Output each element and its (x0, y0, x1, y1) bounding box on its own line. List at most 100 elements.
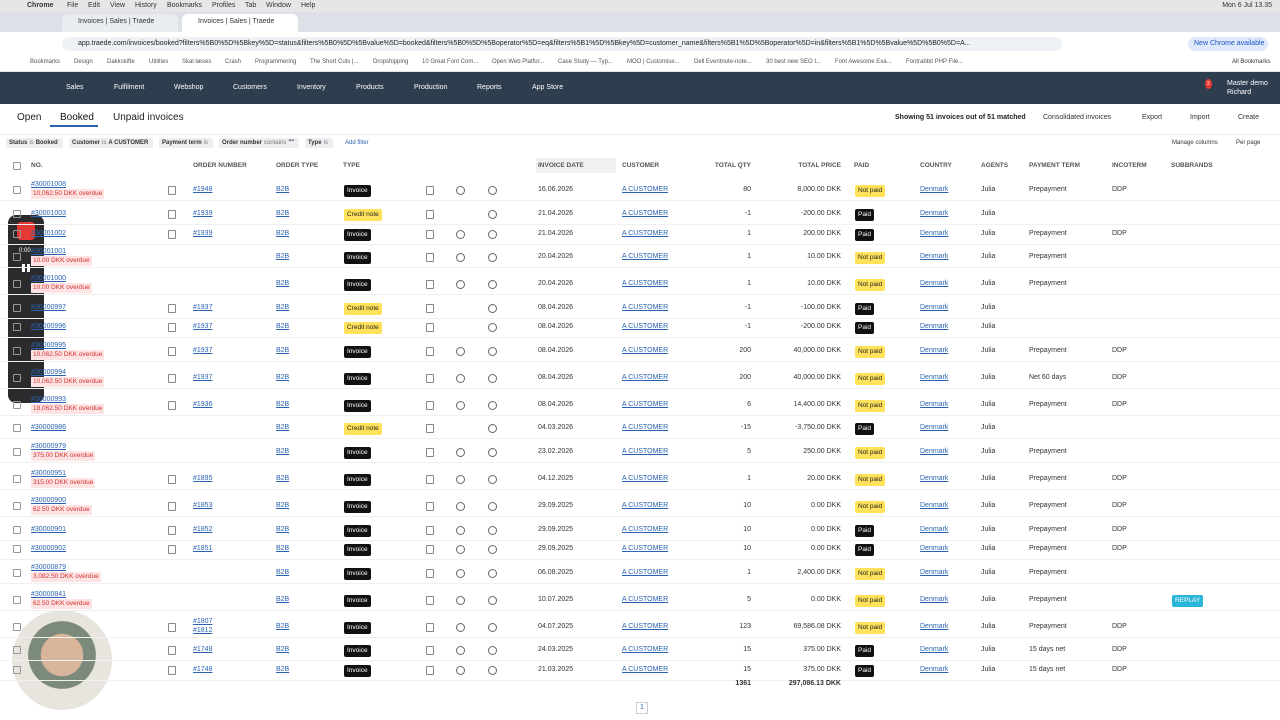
order-number[interactable]: #1937 (193, 347, 213, 354)
customer[interactable]: A CUSTOMER (622, 526, 669, 533)
invoice-no[interactable]: #30000841 (31, 591, 67, 598)
order-number[interactable]: #1748 (193, 666, 213, 673)
customer[interactable]: A CUSTOMER (622, 280, 669, 287)
invoice-no[interactable]: #30000986 (31, 424, 67, 431)
order-type[interactable]: B2B (276, 448, 290, 455)
convert-icon[interactable] (488, 424, 497, 433)
pdf-icon[interactable] (426, 623, 434, 632)
row-checkbox[interactable] (13, 666, 21, 674)
nav-item[interactable]: Production (414, 84, 448, 91)
row-checkbox[interactable] (13, 475, 21, 483)
customer[interactable]: A CUSTOMER (622, 253, 669, 260)
country[interactable]: Denmark (920, 502, 949, 509)
row-checkbox[interactable] (13, 210, 21, 218)
pdf-icon[interactable] (426, 666, 434, 675)
order-type[interactable]: B2B (276, 666, 290, 673)
pdf-icon[interactable] (426, 526, 434, 535)
resend-icon[interactable] (456, 253, 465, 262)
convert-icon[interactable] (488, 623, 497, 632)
attachment[interactable] (168, 401, 176, 410)
customer[interactable]: A CUSTOMER (622, 304, 669, 311)
order-type[interactable]: B2B (276, 374, 290, 381)
convert-icon[interactable] (488, 569, 497, 578)
pdf-icon[interactable] (426, 253, 434, 262)
convert-icon[interactable] (488, 448, 497, 457)
order-number[interactable]: #1937 (193, 323, 213, 330)
select-all[interactable] (13, 162, 21, 170)
invoice-no[interactable]: #30000979 (31, 443, 67, 450)
order-number[interactable]: #1939 (193, 230, 213, 237)
row-checkbox[interactable] (13, 323, 21, 331)
attachment[interactable] (168, 545, 176, 554)
nav-item[interactable]: Fulfilment (114, 84, 145, 91)
pdf-icon[interactable] (426, 569, 434, 578)
customer[interactable]: A CUSTOMER (622, 545, 669, 552)
country[interactable]: Denmark (920, 230, 949, 237)
order-type[interactable]: B2B (276, 646, 290, 653)
nav-item[interactable]: Inventory (297, 84, 326, 91)
nav-item[interactable]: App Store (532, 84, 564, 91)
page-number[interactable]: 1 (636, 702, 648, 714)
attachment[interactable] (168, 666, 176, 675)
order-type[interactable]: B2B (276, 347, 290, 354)
order-type[interactable]: B2B (276, 401, 290, 408)
invoice-no[interactable]: #30000997 (31, 304, 67, 311)
order-type[interactable]: B2B (276, 253, 290, 260)
customer[interactable]: A CUSTOMER (622, 424, 669, 431)
resend-icon[interactable] (456, 186, 465, 195)
country[interactable]: Denmark (920, 347, 949, 354)
country[interactable]: Denmark (920, 475, 949, 482)
convert-icon[interactable] (488, 646, 497, 655)
resend-icon[interactable] (456, 401, 465, 410)
order-type[interactable]: B2B (276, 210, 290, 217)
convert-icon[interactable] (488, 374, 497, 383)
customer[interactable]: A CUSTOMER (622, 666, 669, 673)
invoice-no[interactable]: #30000902 (31, 545, 67, 552)
customer[interactable]: A CUSTOMER (622, 502, 669, 509)
country[interactable]: Denmark (920, 374, 949, 381)
resend-icon[interactable] (456, 374, 465, 383)
country[interactable]: Denmark (920, 448, 949, 455)
pdf-icon[interactable] (426, 186, 434, 195)
row-checkbox[interactable] (13, 623, 21, 631)
order-number[interactable]: #1807 (193, 618, 213, 625)
resend-icon[interactable] (456, 666, 465, 675)
row-checkbox[interactable] (13, 401, 21, 409)
customer[interactable]: A CUSTOMER (622, 323, 669, 330)
customer[interactable]: A CUSTOMER (622, 374, 669, 381)
row-checkbox[interactable] (13, 448, 21, 456)
order-type[interactable]: B2B (276, 596, 290, 603)
pdf-icon[interactable] (426, 646, 434, 655)
invoice-no[interactable]: #30000995 (31, 342, 67, 349)
invoice-no[interactable]: #30000994 (31, 369, 67, 376)
country[interactable]: Denmark (920, 186, 949, 193)
invoice-no[interactable]: #30000900 (31, 497, 67, 504)
customer[interactable]: A CUSTOMER (622, 186, 669, 193)
attachment[interactable] (168, 502, 176, 511)
nav-item[interactable]: Webshop (174, 84, 204, 91)
convert-icon[interactable] (488, 596, 497, 605)
per-page[interactable]: Per page (1236, 140, 1261, 146)
attachment[interactable] (168, 186, 176, 195)
resend-icon[interactable] (456, 230, 465, 239)
country[interactable]: Denmark (920, 253, 949, 260)
manage-columns[interactable]: Manage columns (1172, 140, 1218, 146)
resend-icon[interactable] (456, 280, 465, 289)
country[interactable]: Denmark (920, 569, 949, 576)
invoice-no[interactable]: #30001000 (31, 275, 67, 282)
convert-icon[interactable] (488, 666, 497, 675)
customer[interactable]: A CUSTOMER (622, 646, 669, 653)
pdf-icon[interactable] (426, 502, 434, 511)
toolbar-action[interactable]: Consolidated invoices (1043, 114, 1112, 121)
order-type[interactable]: B2B (276, 502, 290, 509)
convert-icon[interactable] (488, 475, 497, 484)
pdf-icon[interactable] (426, 374, 434, 383)
country[interactable]: Denmark (920, 646, 949, 653)
row-checkbox[interactable] (13, 646, 21, 654)
add-filter[interactable]: Add filter (345, 140, 369, 146)
pdf-icon[interactable] (426, 280, 434, 289)
convert-icon[interactable] (488, 347, 497, 356)
row-checkbox[interactable] (13, 424, 21, 432)
filter-chip[interactable]: Customer is A CUSTOMER (69, 138, 154, 148)
order-number[interactable]: #1937 (193, 304, 213, 311)
